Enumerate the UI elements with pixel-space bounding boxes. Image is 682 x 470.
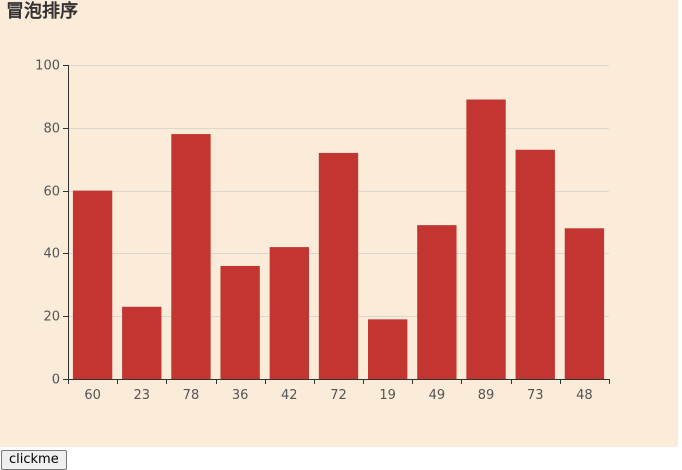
bar <box>515 149 555 379</box>
x-tick-label: 78 <box>183 388 200 403</box>
y-tick-label: 60 <box>43 185 60 200</box>
x-tick-label: 36 <box>232 388 249 403</box>
y-tick-label: 80 <box>43 122 60 137</box>
axes <box>63 65 610 384</box>
chart-title: 冒泡排序 <box>6 1 78 22</box>
y-tick-label: 20 <box>43 310 60 325</box>
x-tick-label: 48 <box>576 388 593 403</box>
bar <box>564 228 605 379</box>
bar-chart: 0 20 40 60 80 100 60 23 78 36 42 72 19 49 89 73 48 <box>35 59 610 404</box>
bar <box>318 152 359 379</box>
x-tick-label: 73 <box>527 388 544 403</box>
bar <box>466 99 506 379</box>
bar <box>220 265 260 379</box>
x-tick-label: 42 <box>281 388 298 403</box>
y-tick-label: 100 <box>35 59 60 74</box>
bar <box>269 247 309 379</box>
x-tick-label: 19 <box>379 388 396 403</box>
bars <box>72 99 605 379</box>
bar <box>368 319 408 379</box>
bar <box>171 134 211 379</box>
bar <box>417 225 457 379</box>
tick-labels: 0 20 40 60 80 100 60 23 78 36 42 72 19 49 89 73 48 <box>35 59 593 404</box>
bar <box>122 306 162 379</box>
x-tick-label: 49 <box>429 388 446 403</box>
x-tick-label: 89 <box>478 388 495 403</box>
y-tick-label: 40 <box>43 247 60 262</box>
clickme-button[interactable]: clickme <box>1 450 67 470</box>
chart-panel: 冒泡排序 0 20 40 60 80 100 60 23 78 36 42 72 19 49 89 73 48 <box>0 0 678 447</box>
x-tick-label: 72 <box>330 388 347 403</box>
bar <box>72 190 113 379</box>
x-tick-label: 60 <box>84 388 101 403</box>
y-tick-label: 0 <box>52 373 60 388</box>
x-tick-label: 23 <box>133 388 150 403</box>
